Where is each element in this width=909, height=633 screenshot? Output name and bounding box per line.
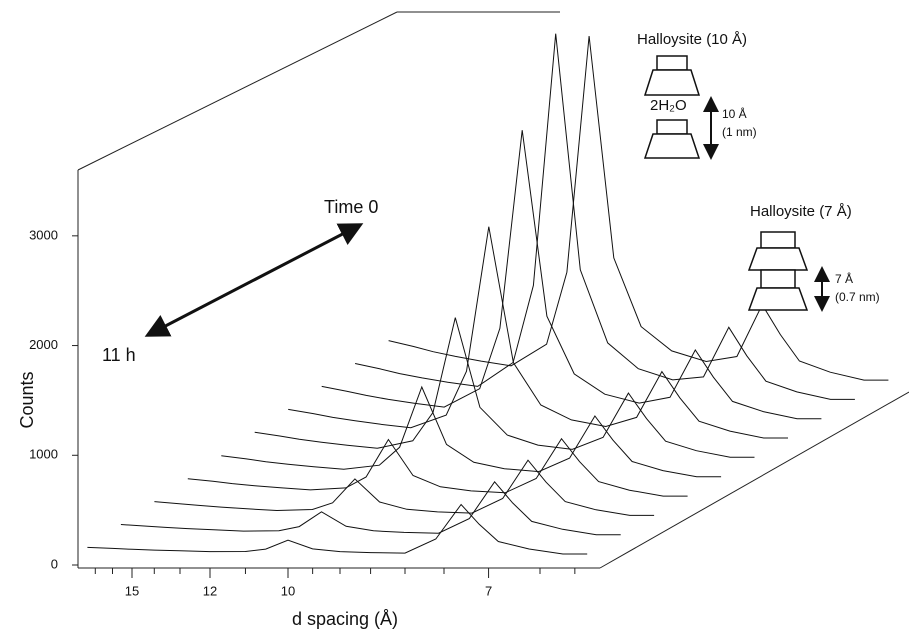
y-axis-label: Counts <box>17 371 37 428</box>
trace <box>388 35 889 381</box>
x-tick-label: 7 <box>485 583 492 598</box>
x-tick-label: 15 <box>125 583 139 598</box>
inset-title: Halloysite (7 Å) <box>750 203 852 220</box>
inset-interlayer: 2H₂O <box>650 97 687 114</box>
inset-10a: Halloysite (10 Å) 2H₂O 10 Å (1 nm) <box>637 31 757 160</box>
trace <box>154 459 655 516</box>
trace <box>288 226 788 439</box>
annotation: 11 h <box>102 345 136 365</box>
y-tick-label: 2000 <box>29 337 58 352</box>
x-axis-label: d spacing (Å) <box>292 609 398 629</box>
trace <box>120 480 621 536</box>
trace <box>254 317 755 458</box>
time-arrow <box>144 223 364 337</box>
y-tick-label: 3000 <box>29 227 58 242</box>
trace <box>87 503 588 555</box>
trace <box>187 437 688 497</box>
trace <box>354 33 855 400</box>
annotation: Time 0 <box>324 197 378 217</box>
y-tick-label: 0 <box>51 556 58 571</box>
trace <box>221 385 722 478</box>
inset-spacing: 10 Å <box>722 106 747 121</box>
inset-title: Halloysite (10 Å) <box>637 31 747 48</box>
inset-spacing: 7 Å <box>835 271 853 286</box>
inset-spacing-nm: (0.7 nm) <box>835 290 880 304</box>
inset-spacing-nm: (1 nm) <box>722 125 757 139</box>
inset-7a: Halloysite (7 Å) 7 Å (0.7 nm) <box>747 203 880 312</box>
y-tick-label: 1000 <box>29 447 58 462</box>
trace <box>321 130 822 420</box>
x-tick-label: 12 <box>203 583 217 598</box>
x-tick-label: 10 <box>281 583 295 598</box>
